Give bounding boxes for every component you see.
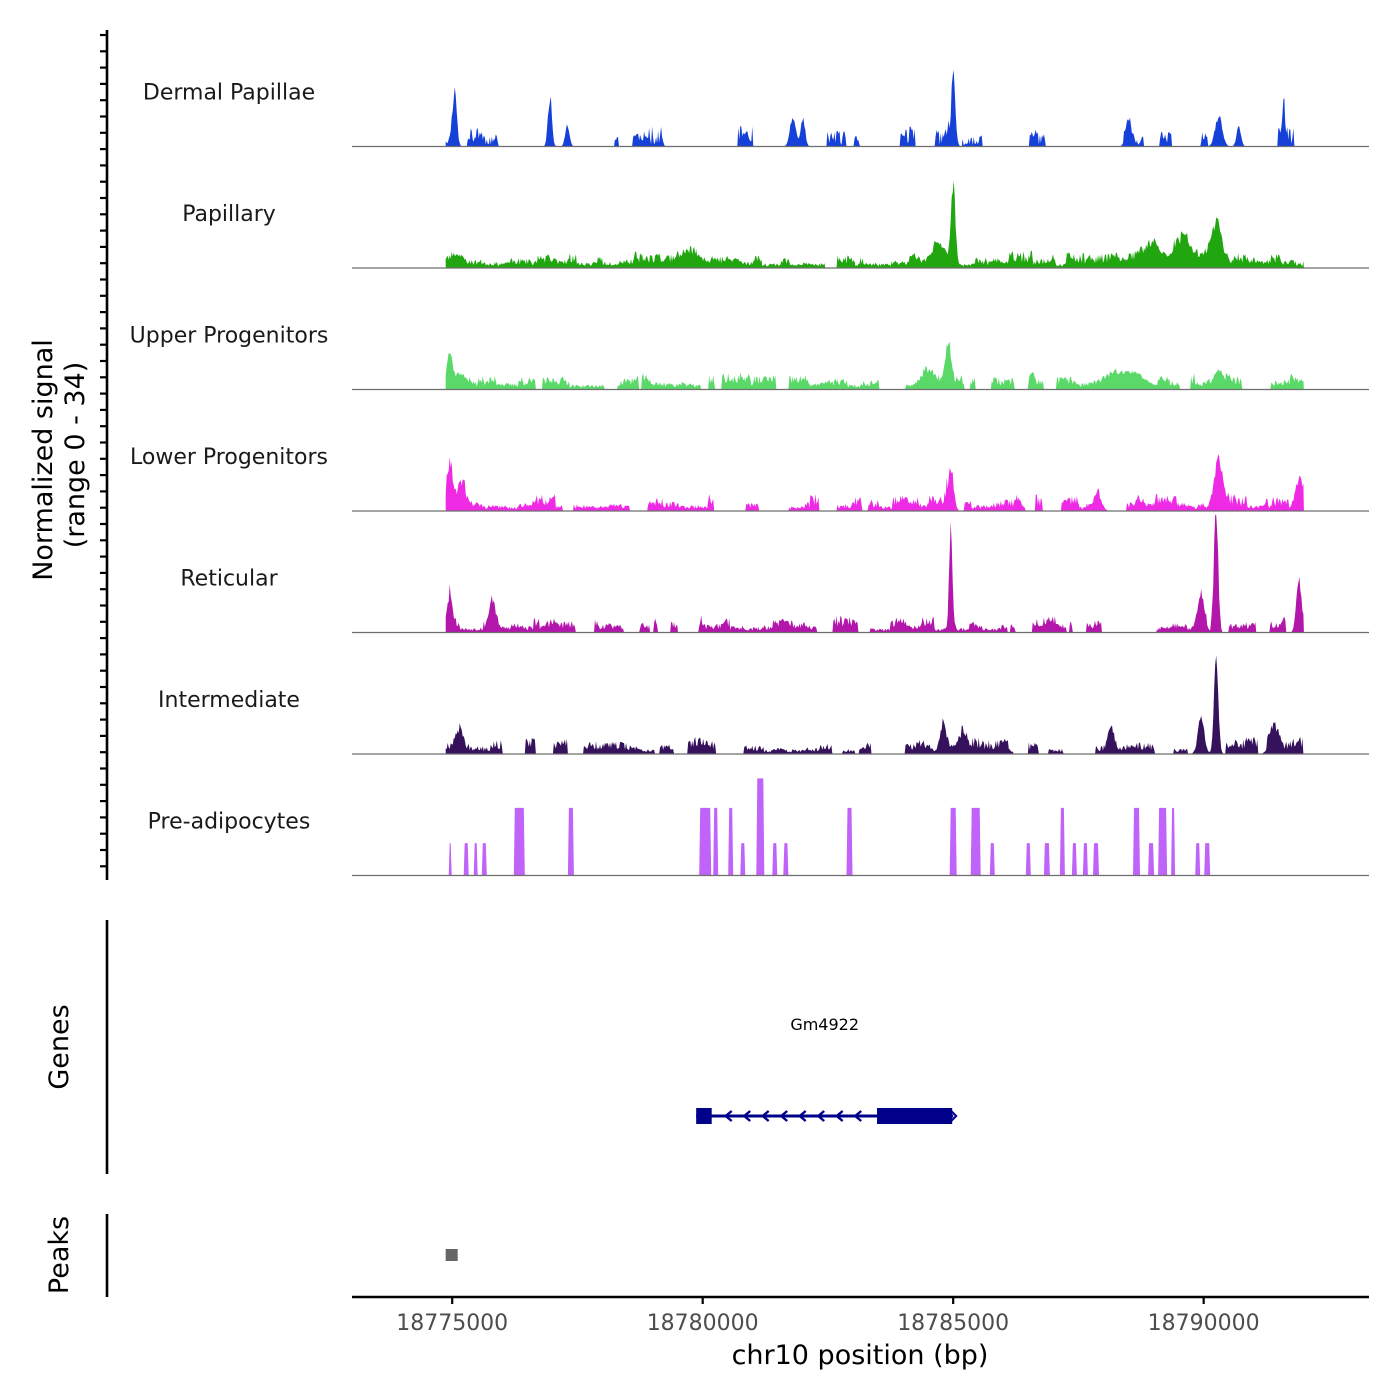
strand-arrow: [853, 1110, 862, 1122]
strand-arrow: [797, 1110, 807, 1122]
x-tick-label: 18780000: [647, 1311, 759, 1336]
y-axis-ticks: [100, 33, 107, 868]
track-label: Intermediate: [158, 688, 300, 713]
track-label: Papillary: [182, 202, 276, 227]
x-tick-label: 18775000: [396, 1311, 508, 1336]
gene-annotation-panel: Gm4922: [696, 1015, 958, 1124]
peak-region: [445, 1249, 458, 1261]
track-label: Reticular: [180, 567, 278, 592]
strand-arrow: [834, 1110, 844, 1122]
track-label: Dermal Papillae: [143, 81, 315, 106]
x-tick-label: 18785000: [897, 1311, 1009, 1336]
track-intermediate: Intermediate: [158, 655, 1369, 755]
strand-arrow: [742, 1110, 751, 1122]
strand-arrow: [723, 1110, 733, 1122]
track-lower-progenitors: Lower Progenitors: [130, 445, 1369, 512]
x-axis-title: chr10 position (bp): [732, 1340, 989, 1371]
gene-label: Gm4922: [790, 1015, 859, 1034]
coverage-area: [445, 69, 1304, 147]
peaks-panel-title: Peaks: [44, 1216, 75, 1294]
coverage-area: [445, 655, 1304, 754]
coverage-area: [445, 778, 1304, 876]
gene-exon: [877, 1108, 953, 1124]
track-upper-progenitors: Upper Progenitors: [130, 324, 1369, 391]
strand-arrow: [779, 1110, 788, 1122]
y-axis-title-line1: Normalized signal: [28, 339, 59, 581]
genes-panel-title: Genes: [44, 1004, 75, 1089]
x-axis-ticks: 18775000 18780000 18785000 18790000: [396, 1297, 1260, 1336]
coverage-tracks: Dermal Papillae Papillary Upper Progenitor…: [130, 69, 1369, 877]
gene-exon: [696, 1108, 712, 1124]
strand-arrow: [760, 1110, 770, 1122]
track-dermal-papillae: Dermal Papillae: [143, 69, 1369, 148]
track-label: Pre-adipocytes: [148, 810, 311, 835]
strand-arrow: [816, 1110, 825, 1122]
track-pre-adipocytes: Pre-adipocytes: [148, 778, 1369, 877]
coverage-area: [445, 514, 1304, 633]
track-papillary: Papillary: [182, 180, 1369, 269]
coverage-area: [445, 342, 1304, 390]
x-tick-label: 18790000: [1148, 1311, 1260, 1336]
coverage-area: [445, 454, 1304, 511]
track-reticular: Reticular: [180, 514, 1369, 634]
track-label: Upper Progenitors: [130, 324, 329, 349]
track-label: Lower Progenitors: [130, 445, 328, 470]
y-axis-title-line2: (range 0 - 34): [60, 362, 91, 549]
peaks-panel: [445, 1249, 458, 1261]
gene-end-cap: [949, 1109, 958, 1123]
coverage-area: [445, 180, 1304, 268]
